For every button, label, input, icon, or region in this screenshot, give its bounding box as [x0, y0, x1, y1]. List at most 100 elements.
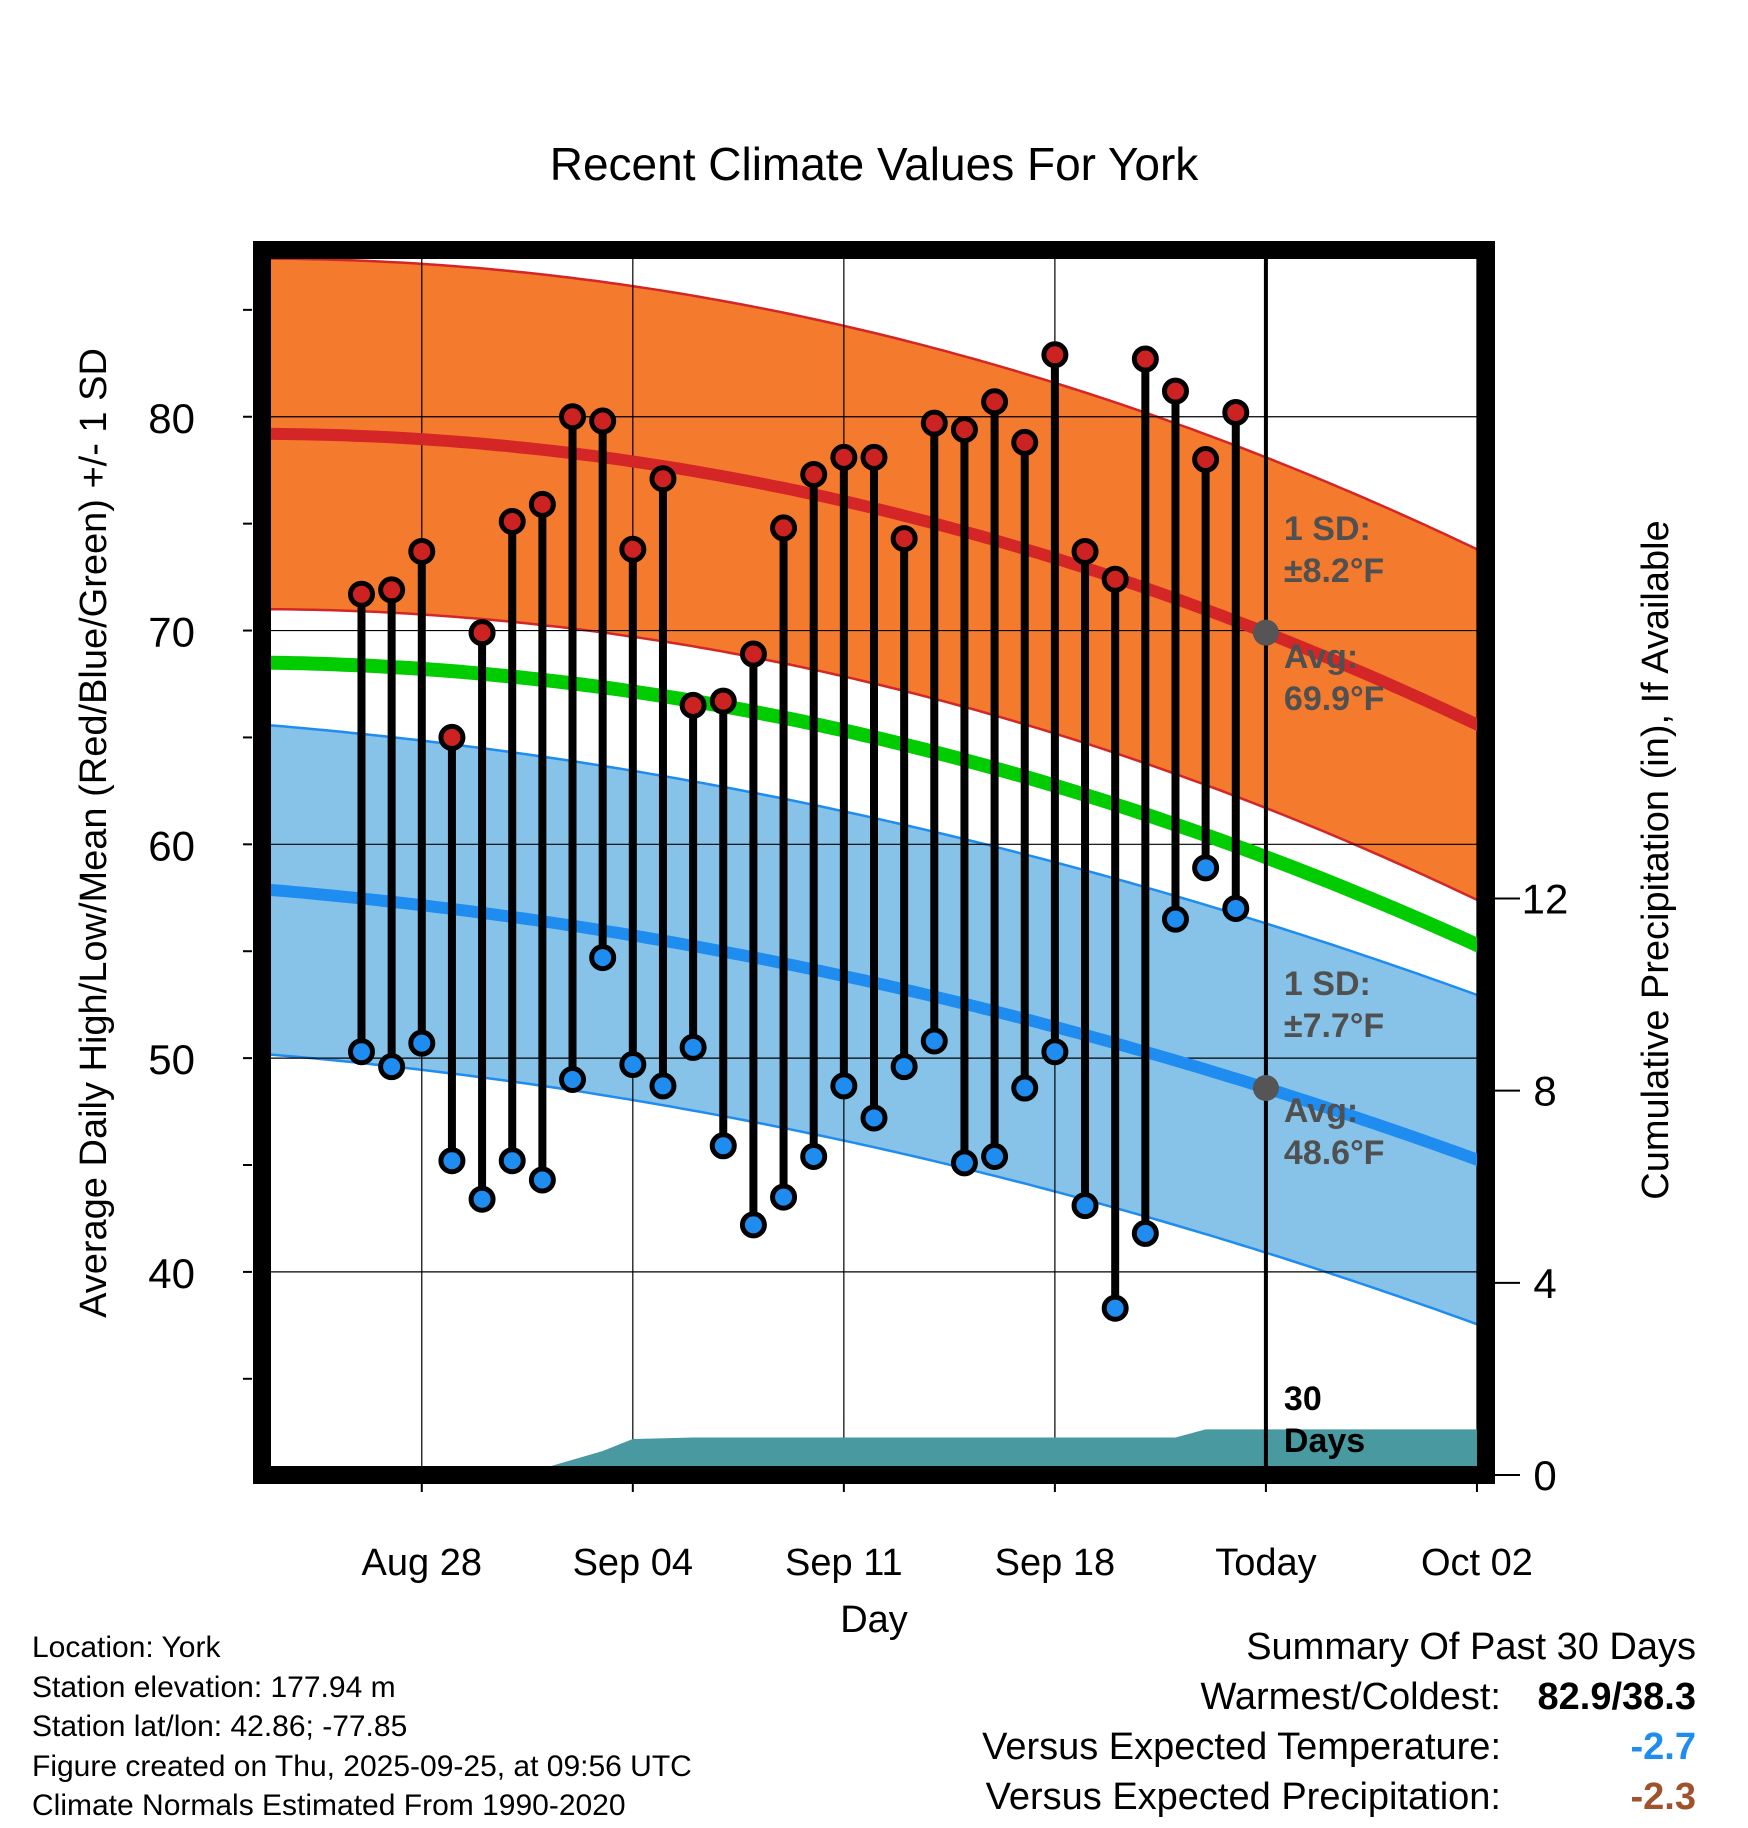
temp-label: Versus Expected Temperature: [982, 1726, 1501, 1768]
daily-high-point [498, 508, 526, 536]
x-tick-label: Today [1215, 1542, 1316, 1584]
daily-low-point [679, 1033, 707, 1061]
daily-high-point [860, 443, 888, 471]
summary-title: Summary Of Past 30 Days [1246, 1626, 1696, 1668]
x-tick-label: Oct 02 [1421, 1542, 1533, 1584]
daily-low-point [1161, 905, 1189, 933]
low-sd-label: 1 SD: [1284, 965, 1371, 1003]
daily-high-point [950, 416, 978, 444]
low-avg-value: 48.6°F [1284, 1134, 1385, 1172]
daily-low-point [408, 1029, 436, 1057]
daily-low-point [528, 1166, 556, 1194]
daily-high-point [438, 723, 466, 751]
daily-high-point [1161, 377, 1189, 405]
daily-low-point [438, 1147, 466, 1175]
x-axis-label: Day [840, 1599, 908, 1641]
daily-high-point [468, 619, 496, 647]
daily-low-point [709, 1132, 737, 1160]
right-tick-label: 0 [1533, 1452, 1556, 1499]
precip-label: Versus Expected Precipitation: [985, 1776, 1501, 1818]
left-tick-label: 50 [148, 1036, 195, 1083]
daily-high-point [1131, 345, 1159, 373]
x-tick-label: Sep 04 [573, 1542, 693, 1584]
high-avg-value: 69.9°F [1284, 680, 1385, 718]
high-avg-label: Avg: [1284, 638, 1358, 676]
daily-high-point [920, 409, 948, 437]
daily-high-point [770, 514, 798, 542]
daily-high-point [890, 525, 918, 553]
left-tick-label: 60 [148, 822, 195, 869]
right-tick-label: 12 [1522, 876, 1569, 923]
low-sd-value: ±7.7°F [1284, 1007, 1384, 1045]
left-tick-label: 70 [148, 609, 195, 656]
left-tick-label: 80 [148, 395, 195, 442]
daily-low-point [649, 1072, 677, 1100]
daily-low-point [920, 1027, 948, 1055]
daily-high-point [1011, 428, 1039, 456]
precip-area [262, 1429, 1486, 1475]
station-info: Location: York Station elevation: 177.94… [32, 1628, 692, 1826]
station-location: Location: York [32, 1631, 221, 1664]
daily-low-point [830, 1072, 858, 1100]
daily-high-point [589, 407, 617, 435]
summary-panel: Summary Of Past 30 Days Warmest/Coldest:… [982, 1622, 1696, 1822]
figure-created: Figure created on Thu, 2025-09-25, at 09… [32, 1749, 692, 1783]
daily-low-point [739, 1211, 767, 1239]
daily-high-point [981, 388, 1009, 416]
daily-high-point [528, 490, 556, 518]
daily-high-point [1222, 398, 1250, 426]
daily-low-point [1071, 1192, 1099, 1220]
high-sd-value: ±8.2°F [1284, 552, 1384, 590]
chart-title: Recent Climate Values For York [550, 138, 1200, 190]
daily-low-point [1041, 1038, 1069, 1066]
daily-low-point [981, 1142, 1009, 1170]
low-sd-lower-edge [261, 1052, 1487, 1329]
temp-value: -2.7 [1630, 1726, 1696, 1768]
today-high-avg-marker [1252, 619, 1279, 646]
summary-temp: Versus Expected Temperature: -2.7 [982, 1722, 1696, 1772]
daily-low-point [347, 1038, 375, 1066]
station-latlon: Station lat/lon: 42.86; -77.85 [32, 1710, 408, 1743]
daily-low-point [1011, 1074, 1039, 1102]
daily-low-point [1192, 854, 1220, 882]
precip-value: -2.3 [1630, 1776, 1696, 1818]
daily-high-point [1192, 446, 1220, 474]
daily-low-point [378, 1053, 406, 1081]
high-sd-upper-edge [262, 257, 1487, 555]
x-tick-label: Sep 18 [995, 1542, 1115, 1584]
days-count-number: 30 [1284, 1380, 1322, 1418]
daily-low-point [860, 1104, 888, 1132]
daily-low-point [468, 1185, 496, 1213]
plot-frame [253, 241, 1495, 1484]
summary-precip: Versus Expected Precipitation: -2.3 [982, 1772, 1696, 1822]
right-tick-label: 4 [1533, 1260, 1556, 1307]
daily-low-point [890, 1053, 918, 1081]
high-sd-label: 1 SD: [1284, 510, 1371, 548]
low-avg-label: Avg: [1284, 1092, 1358, 1130]
daily-high-point [347, 580, 375, 608]
daily-high-point [709, 687, 737, 715]
daily-low-point [589, 944, 617, 972]
x-tick-label: Aug 28 [362, 1542, 482, 1584]
y-axis-label-right: Cumulative Precipitation (in), If Availa… [1635, 520, 1677, 1199]
warm-cold-value: 82.9/38.3 [1537, 1676, 1696, 1718]
daily-high-point [649, 465, 677, 493]
daily-low-point [619, 1051, 647, 1079]
daily-high-point [800, 460, 828, 488]
daily-high-point [1041, 341, 1069, 369]
daily-low-point [498, 1147, 526, 1175]
daily-high-point [679, 691, 707, 719]
daily-low-point [1131, 1219, 1159, 1247]
summary-warm-cold: Warmest/Coldest: 82.9/38.3 [982, 1672, 1696, 1722]
daily-high-point [378, 576, 406, 604]
today-low-avg-marker [1252, 1075, 1279, 1102]
warm-cold-label: Warmest/Coldest: [1200, 1676, 1501, 1718]
daily-high-point [1101, 565, 1129, 593]
station-elevation: Station elevation: 177.94 m [32, 1670, 396, 1704]
right-tick-label: 8 [1533, 1068, 1556, 1115]
daily-high-point [559, 403, 587, 431]
daily-low-point [800, 1142, 828, 1170]
days-count-word: Days [1284, 1422, 1365, 1460]
daily-low-point [770, 1183, 798, 1211]
daily-high-point [739, 640, 767, 668]
